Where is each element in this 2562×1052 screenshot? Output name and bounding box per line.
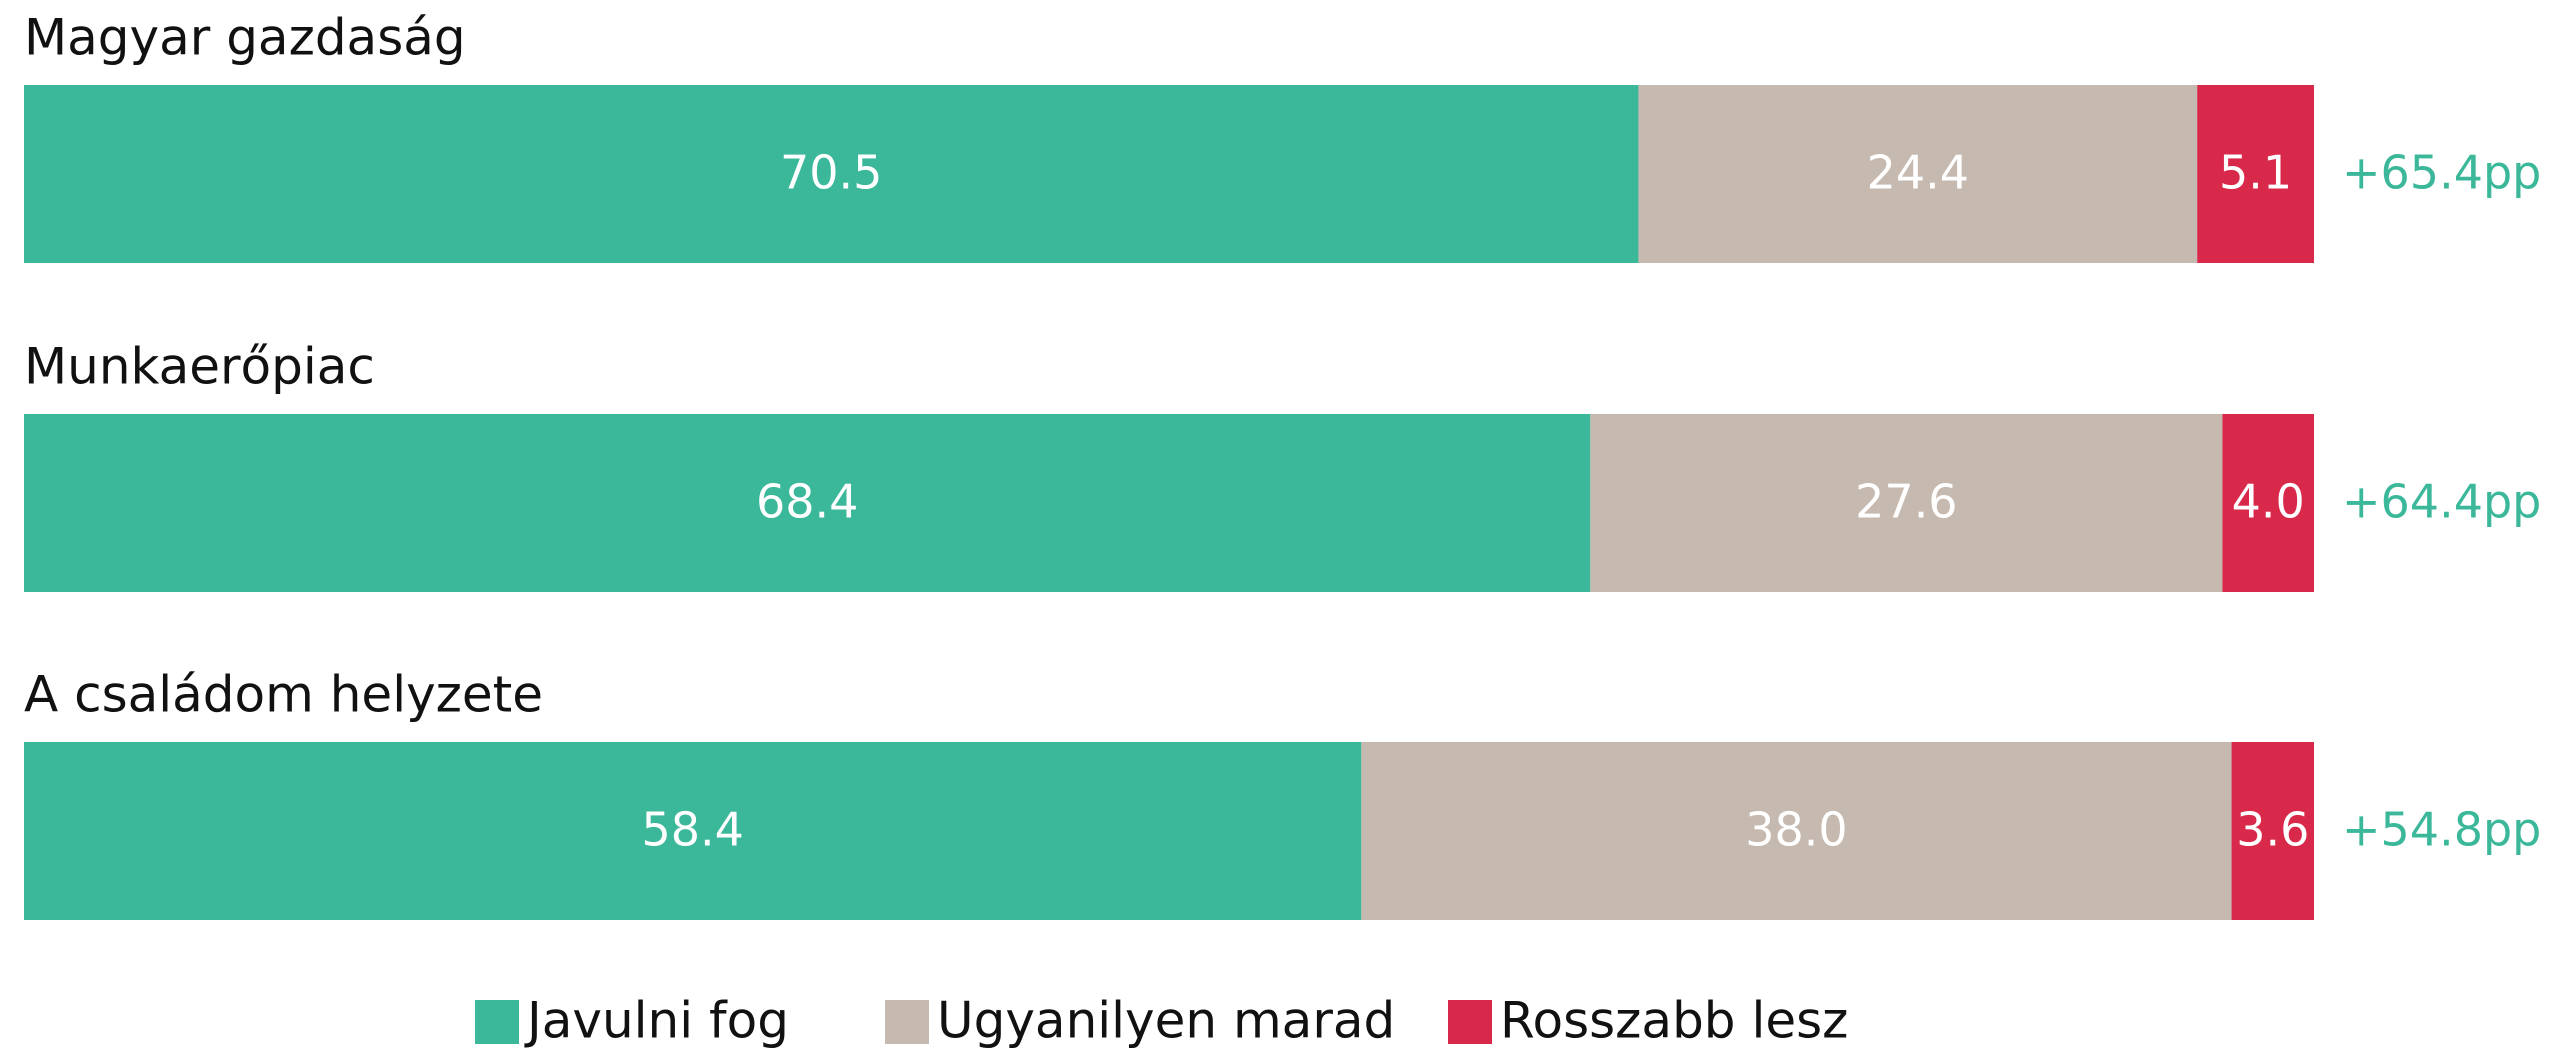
legend-label: Rosszabb lesz [1500, 992, 1848, 1050]
legend-swatch [885, 1000, 929, 1044]
value-label: 68.4 [756, 475, 858, 529]
bar-segment [1361, 742, 2232, 920]
value-label: 3.6 [2236, 803, 2309, 857]
category-label: Magyar gazdaság [24, 9, 466, 67]
legend-label: Javulni fog [524, 992, 789, 1050]
legend-label: Ugyanilyen marad [937, 992, 1395, 1050]
value-label: 24.4 [1867, 146, 1969, 200]
legend-swatch [475, 1000, 519, 1044]
bar-segment [24, 85, 1639, 263]
bar-segment [2197, 85, 2314, 263]
net-label: +64.4pp [2342, 475, 2541, 529]
net-label: +54.8pp [2342, 803, 2541, 857]
legend-swatch [1448, 1000, 1492, 1044]
bar-segment [2231, 742, 2314, 920]
value-label: 38.0 [1745, 803, 1847, 857]
category-label: Munkaerőpiac [24, 338, 375, 396]
bar-segment [2222, 414, 2314, 592]
value-label: 70.5 [780, 146, 882, 200]
bar-segment [24, 414, 1591, 592]
value-label: 5.1 [2219, 146, 2292, 200]
bar-segment [24, 742, 1362, 920]
net-label: +65.4pp [2342, 146, 2541, 200]
value-label: 4.0 [2232, 475, 2305, 529]
value-label: 27.6 [1855, 475, 1957, 529]
bar-segment [1590, 414, 2223, 592]
bar-segment [1638, 85, 2198, 263]
category-label: A családom helyzete [24, 666, 543, 724]
value-label: 58.4 [641, 803, 743, 857]
